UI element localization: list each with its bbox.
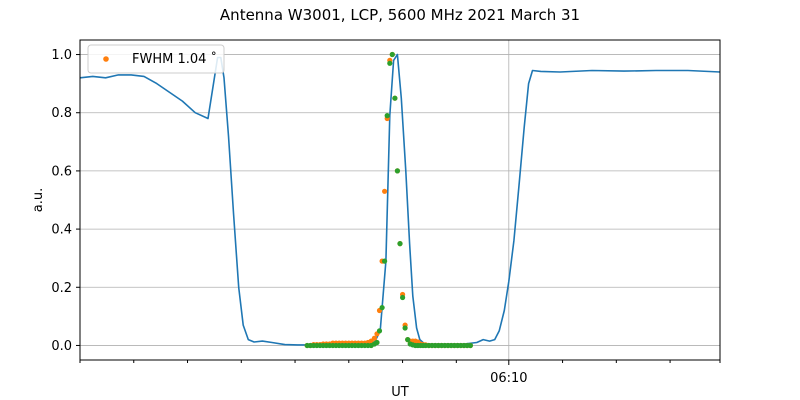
data-point xyxy=(467,342,473,349)
data-point xyxy=(394,168,400,174)
y-tick-label: 0.6 xyxy=(51,164,72,179)
chart-title: Antenna W3001, LCP, 5600 MHz 2021 March … xyxy=(220,6,580,24)
legend-label: FWHM 1.04 ˚ xyxy=(132,51,217,67)
data-point xyxy=(400,294,406,301)
y-tick-label: 0.8 xyxy=(51,106,72,121)
x-tick-label: 06:10 xyxy=(490,371,527,386)
data-point xyxy=(402,325,408,331)
data-point xyxy=(379,305,385,311)
y-tick-label: 0.4 xyxy=(51,223,72,238)
data-point xyxy=(376,328,383,334)
y-tick-label: 0.2 xyxy=(51,281,72,296)
series-layer xyxy=(79,51,721,349)
series-2 xyxy=(304,51,473,349)
series-0 xyxy=(79,53,721,346)
y-tick-label: 1.0 xyxy=(51,48,72,63)
data-point xyxy=(405,337,411,343)
data-point xyxy=(387,60,393,66)
data-point xyxy=(382,188,388,194)
data-point xyxy=(397,241,403,247)
legend: FWHM 1.04 ˚ xyxy=(87,44,225,74)
series-1 xyxy=(304,51,473,349)
y-axis-ticks: 0.0 0.2 0.4 0.6 0.8 1.0 xyxy=(51,48,80,354)
data-point xyxy=(389,51,395,58)
plot-frame xyxy=(79,39,721,361)
data-point xyxy=(374,339,380,346)
series-line xyxy=(79,53,721,346)
x-axis-label: UT xyxy=(391,385,409,400)
x-axis-ticks: 06:10 xyxy=(79,360,721,386)
legend-box xyxy=(87,44,225,74)
legend-marker xyxy=(103,56,109,62)
data-point xyxy=(371,335,377,341)
y-tick-label: 0.0 xyxy=(51,339,72,354)
data-point xyxy=(382,258,388,264)
data-point xyxy=(392,95,398,101)
data-point xyxy=(384,113,390,119)
y-axis-label: a.u. xyxy=(31,188,46,212)
